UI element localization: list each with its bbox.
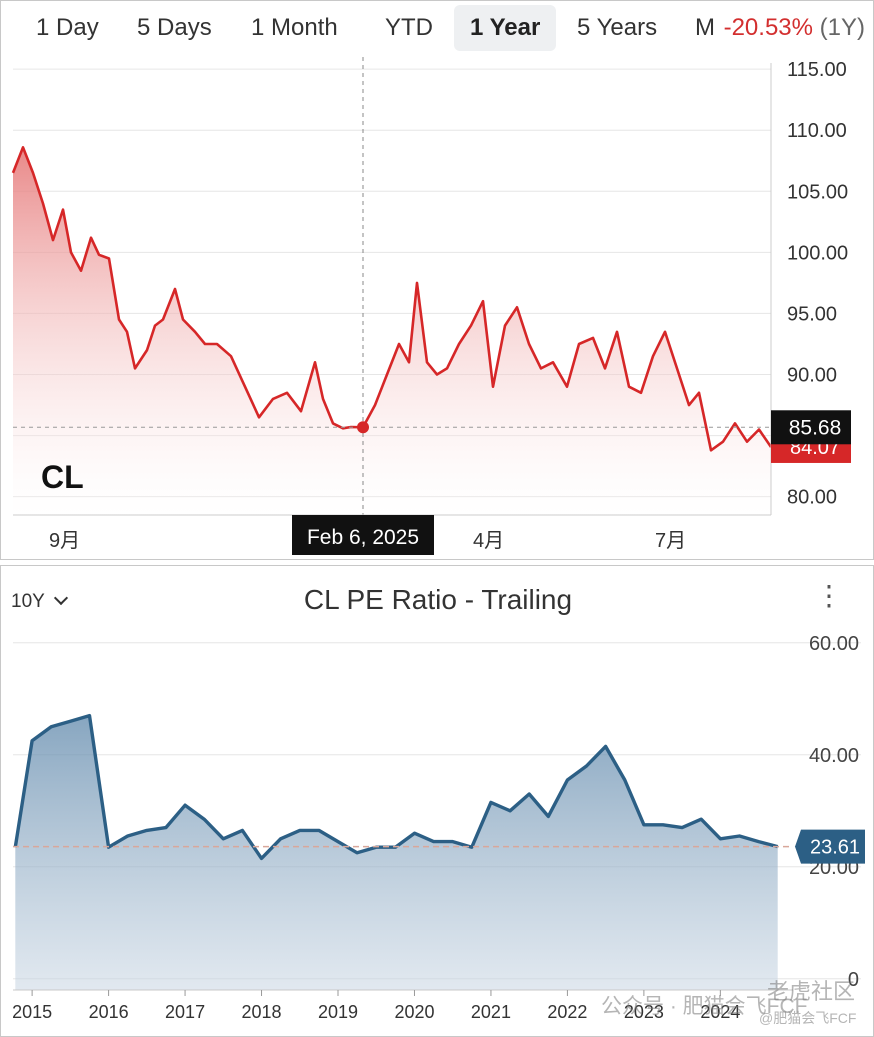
more-options-icon[interactable]: ⋮ <box>815 580 843 611</box>
price-chart-svg[interactable]: 115.00110.00105.00100.0095.0090.0080.00 … <box>1 53 873 558</box>
x-tick-label: 2020 <box>394 1002 434 1022</box>
hover-value-label: 85.68 <box>789 416 842 439</box>
watermark-handle: @肥猫会飞FCF <box>759 1010 857 1026</box>
y-tick-label: 40.00 <box>809 745 859 767</box>
change-percent: -20.53% <box>723 14 813 41</box>
y-tick-label: 110.00 <box>787 120 847 142</box>
date-tooltip: Feb 6, 2025 <box>292 515 434 555</box>
x-tick-label: 2019 <box>318 1002 358 1022</box>
x-tick-label: 2018 <box>242 1002 282 1022</box>
price-chart-panel: 1 Day 5 Days 1 Month YTD 1 Year 5 Years … <box>0 0 874 560</box>
x-tick-label: 2021 <box>471 1002 511 1022</box>
tab-max[interactable]: M <box>695 14 715 41</box>
hover-value-badge-bg <box>771 410 851 445</box>
x-tick-label: 2015 <box>12 1002 52 1022</box>
x-tick-label: 2023 <box>624 1002 664 1022</box>
y-tick-label: 105.00 <box>787 181 848 203</box>
tab-5-days[interactable]: 5 Days <box>137 14 212 41</box>
y-tick-label: 100.00 <box>787 242 848 264</box>
x-tick-label: 2017 <box>165 1002 205 1022</box>
y-tick-label: 60.00 <box>809 633 859 655</box>
x-tick-label: 9月 <box>49 530 80 552</box>
y-tick-label: 115.00 <box>787 59 847 81</box>
hover-dot <box>357 421 369 434</box>
range-dropdown[interactable]: 10Y <box>11 590 68 613</box>
x-tick-label: 2016 <box>89 1002 129 1022</box>
date-tooltip-label: Feb 6, 2025 <box>307 526 419 549</box>
chart-title: CL PE Ratio - Trailing <box>303 584 573 615</box>
change-period: (1Y) <box>819 14 865 41</box>
hover-value-badge: 85.68 <box>771 410 851 445</box>
range-dropdown-label: 10Y <box>11 591 45 612</box>
x-tick-label: 7月 <box>655 530 686 552</box>
current-value-badge-bg <box>795 829 865 864</box>
current-value-badge: 23.61 <box>795 829 865 864</box>
y-tick-label: 0 <box>848 969 859 991</box>
price-area <box>13 147 771 516</box>
price-line <box>11 146 773 452</box>
tab-ytd[interactable]: YTD <box>385 14 433 41</box>
pe-area <box>15 715 778 990</box>
date-tooltip-bg <box>292 515 434 555</box>
watermark-wechat: 公众号 · 肥猫会飞FCF <box>601 995 808 1018</box>
price-change: -20.53% (1Y) <box>724 5 865 51</box>
x-tick-label: 2022 <box>547 1002 587 1022</box>
current-value-label: 23.61 <box>810 837 860 859</box>
y-tick-label: 80.00 <box>787 487 837 509</box>
pe-chart-panel: 10Y CL PE Ratio - Trailing ⋮ 60.00 40.00 2… <box>0 565 874 1037</box>
timeframe-tabs: 1 Day 5 Days 1 Month YTD 1 Year 5 Years … <box>1 1 874 53</box>
tab-1-month[interactable]: 1 Month <box>251 14 338 41</box>
x-tick-label: 2024 <box>700 1002 740 1022</box>
tab-5-years[interactable]: 5 Years <box>577 14 658 41</box>
tab-1-year[interactable]: 1 Year <box>454 5 557 51</box>
y-tick-label: 95.00 <box>787 303 837 325</box>
ticker-label: CL <box>41 459 84 495</box>
watermark-tiger: 老虎社区 <box>767 979 856 1004</box>
x-tick-label: 4月 <box>473 530 504 552</box>
y-tick-label: 90.00 <box>787 365 837 387</box>
tab-1-day[interactable]: 1 Day <box>36 14 99 41</box>
